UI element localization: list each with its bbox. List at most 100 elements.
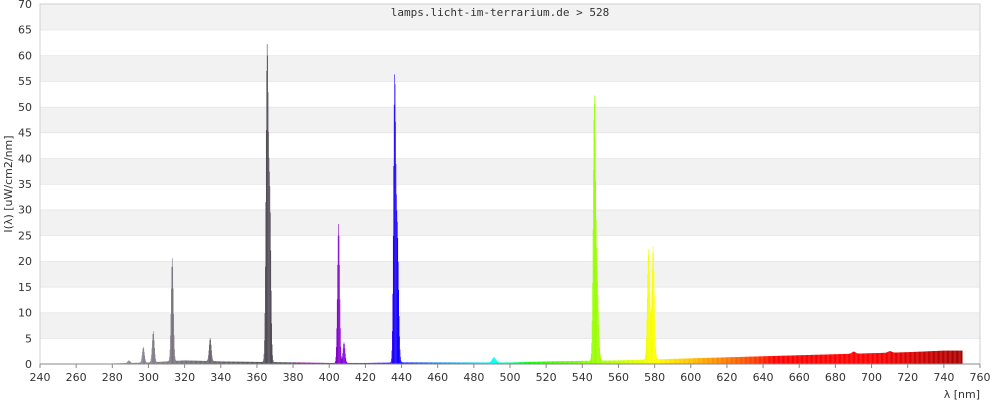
spectrum-bar <box>343 342 345 364</box>
spectrum-bar <box>617 360 619 364</box>
spectrum-bar <box>650 314 652 364</box>
spectrum-bar <box>654 318 656 364</box>
spectrum-bar <box>937 350 939 364</box>
spectrum-bar <box>859 353 860 364</box>
spectrum-bar <box>861 353 863 364</box>
spectrum-bar <box>203 360 205 364</box>
grid-bands <box>40 3 980 364</box>
spectrum-bar <box>770 356 771 364</box>
spectrum-bar <box>342 353 343 364</box>
spectrum-bar <box>847 353 848 364</box>
spectrum-bar <box>587 360 589 364</box>
spectrum-bar <box>954 350 955 364</box>
spectrum-bar <box>233 361 235 364</box>
spectrum-bar <box>446 362 447 364</box>
spectrum-bar <box>339 264 340 364</box>
spectrum-bar <box>298 362 299 364</box>
spectrum-bar <box>412 362 414 364</box>
spectrum-bar <box>717 357 719 364</box>
spectrum-bar <box>756 356 757 364</box>
spectrum-bar <box>191 360 192 364</box>
spectrum-bar <box>566 361 567 364</box>
spectrum-bar <box>575 361 576 364</box>
spectrum-bar <box>483 362 484 364</box>
spectrum-bar <box>336 299 338 364</box>
grid-band <box>40 106 980 133</box>
spectrum-bar <box>312 362 314 364</box>
spectrum-bar <box>649 271 650 364</box>
spectrum-bar <box>505 362 506 364</box>
spectrum-bar <box>497 361 498 364</box>
spectrum-bar <box>284 362 286 364</box>
spectrum-bar <box>710 357 712 364</box>
spectrum-bar <box>493 357 495 364</box>
spectrum-bar <box>346 362 348 364</box>
spectrum-bar <box>913 351 914 364</box>
spectrum-bar <box>137 362 139 364</box>
spectrum-bar <box>500 362 502 364</box>
spectrum-bar <box>520 362 521 364</box>
spectrum-bar <box>713 357 714 364</box>
spectrum-bar <box>226 361 228 364</box>
spectrum-bar <box>282 362 284 364</box>
spectrum-bar <box>439 362 441 364</box>
spectrum-bar <box>764 356 766 364</box>
spectrum-bar <box>754 356 756 364</box>
spectrum-bar <box>157 361 158 364</box>
spectrum-bar <box>659 359 660 364</box>
spectrum-bar <box>762 356 763 364</box>
spectrum-bar <box>392 331 393 364</box>
spectrum-bar <box>691 358 693 364</box>
spectrum-bar <box>477 362 479 364</box>
spectrum-bar <box>642 359 644 364</box>
spectrum-bar <box>698 358 700 364</box>
spectrum-bar <box>812 354 813 364</box>
spectrum-bar <box>585 360 587 364</box>
spectrum-bar <box>202 360 203 364</box>
spectrum-bar <box>299 362 300 364</box>
spectrum-bar <box>847 353 849 364</box>
spectrum-bar <box>893 352 895 364</box>
spectrum-bar <box>679 358 681 364</box>
y-tick-label: 30 <box>18 204 32 217</box>
spectrum-bar <box>353 362 354 364</box>
spectrum-bar <box>540 361 541 364</box>
spectrum-bar <box>920 351 922 364</box>
spectrum-bar <box>369 362 370 364</box>
spectrum-bar <box>940 350 942 364</box>
spectrum-bar <box>127 361 129 364</box>
spectrum-bar <box>362 362 363 364</box>
spectrum-bar <box>656 357 658 364</box>
spectrum-bar <box>608 360 610 364</box>
spectrum-bar <box>158 361 160 364</box>
spectrum-bar <box>397 261 399 364</box>
spectrum-bar <box>496 360 498 364</box>
spectrum-bar <box>846 353 847 364</box>
spectrum-bar <box>790 355 792 364</box>
spectrum-bar <box>461 362 462 364</box>
spectrum-bar <box>774 355 776 364</box>
spectrum-bar <box>300 362 302 364</box>
spectrum-bar <box>157 361 159 364</box>
spectrum-bar <box>329 362 331 364</box>
spectrum-bar <box>661 359 662 364</box>
spectrum-bar <box>662 359 663 364</box>
spectrum-bar <box>882 352 884 364</box>
spectrum-bar <box>923 351 925 364</box>
spectrum-bar <box>716 357 718 364</box>
spectrum-bar <box>867 353 869 364</box>
spectrum-bar <box>783 355 785 364</box>
spectrum-bar <box>763 356 765 364</box>
spectrum-bar <box>349 362 350 364</box>
spectrum-bar <box>161 361 162 364</box>
spectrum-bar <box>864 353 866 364</box>
spectrum-bar <box>424 362 425 364</box>
spectrum-bar <box>754 356 755 364</box>
spectrum-bar <box>452 362 454 364</box>
spectrum-bar <box>540 361 542 364</box>
spectrum-bar <box>302 362 304 364</box>
spectrum-bar <box>644 359 645 364</box>
spectrum-bar <box>558 361 559 364</box>
spectrum-bar <box>678 358 679 364</box>
spectrum-bar <box>475 362 476 364</box>
